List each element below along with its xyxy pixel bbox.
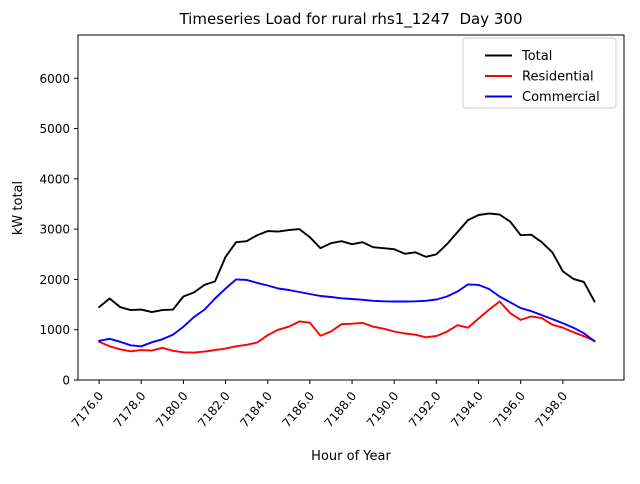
axes-frame: [77, 34, 625, 381]
series-lines: [98, 212, 596, 354]
x-tick-label: 7196.0: [490, 389, 528, 430]
series-line-commercial: [98, 278, 596, 348]
x-tick-label: 7190.0: [364, 389, 402, 430]
y-axis-ticks: 0 1000 2000 3000 4000 5000 6000: [39, 72, 78, 388]
x-tick-label: 7182.0: [195, 389, 233, 430]
x-axis-ticks: 7176.0 7178.0 7180.0 7182.0 7184.0 7186.0 7188…: [69, 380, 570, 430]
x-axis-label: Hour of Year: [311, 449, 391, 464]
legend: Total Residential Commercial: [462, 37, 617, 109]
x-tick-label: 7186.0: [279, 389, 317, 430]
x-tick-label: 7192.0: [406, 389, 444, 430]
x-tick-label: 7180.0: [153, 389, 191, 430]
legend-residential-label: Residential: [522, 70, 594, 85]
y-tick-label: 2000: [39, 273, 70, 287]
y-tick-label: 6000: [39, 72, 70, 86]
legend-commercial-label: Commercial: [522, 90, 600, 105]
x-tick-label: 7198.0: [532, 389, 570, 430]
y-axis-label: kW total: [11, 181, 26, 235]
x-tick-label: 7194.0: [448, 389, 486, 430]
y-tick-label: 5000: [39, 122, 70, 136]
y-tick-label: 1000: [39, 323, 70, 337]
x-tick-label: 7184.0: [237, 389, 275, 430]
x-tick-label: 7176.0: [69, 389, 107, 430]
series-line-residential: [98, 300, 596, 354]
legend-total-label: Total: [521, 49, 552, 64]
y-tick-label: 0: [62, 374, 70, 388]
series-line-total: [98, 212, 596, 314]
chart-title: Timeseries Load for rural rhs1_1247 Day …: [178, 10, 522, 29]
x-tick-label: 7178.0: [111, 389, 149, 430]
y-tick-label: 3000: [39, 223, 70, 237]
y-tick-label: 4000: [39, 172, 70, 186]
x-tick-label: 7188.0: [322, 389, 360, 430]
